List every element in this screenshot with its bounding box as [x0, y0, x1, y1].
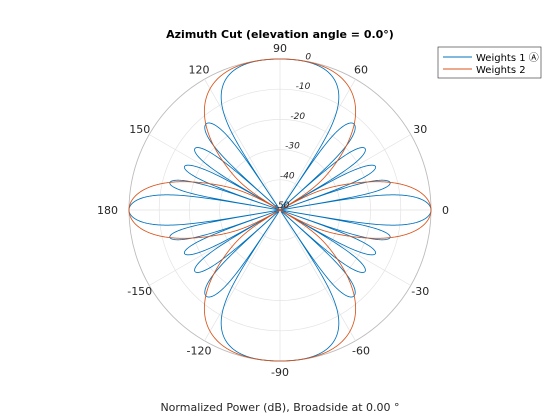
radial-tick-labels: 0 -10 -20 -30 -40 -50: [275, 52, 312, 211]
legend-label-weights-2: Weights 2: [476, 65, 526, 76]
angle-tick-label: -90: [271, 366, 289, 379]
angle-tick-label: 90: [273, 42, 287, 55]
x-axis-label: Normalized Power (dB), Broadside at 0.00…: [160, 401, 399, 414]
chart-title: Azimuth Cut (elevation angle = 0.0°): [166, 28, 394, 41]
radial-tick-label: 0: [305, 52, 311, 62]
angle-tick-label: -150: [127, 285, 152, 298]
angle-tick-label: 0: [442, 204, 449, 217]
radial-tick-label: -10: [296, 82, 311, 92]
angle-tick-label: -60: [352, 344, 370, 357]
angle-tick-label: 120: [189, 64, 210, 77]
legend-label-weights-1: Weights 1 Ⓐ: [476, 52, 539, 64]
angle-tick-label: -120: [187, 344, 212, 357]
angle-tick-label: 30: [413, 123, 427, 136]
angle-tick-label: 180: [97, 204, 118, 217]
radial-tick-label: -20: [290, 112, 305, 122]
angle-tick-labels: 0 30 60 90 120 150 180 -150 -120 -90 -60 -30: [97, 42, 449, 379]
series-line-2: [128, 58, 432, 362]
angle-tick-label: -30: [411, 285, 429, 298]
radial-tick-label: -30: [285, 142, 300, 152]
pattern-curves: [128, 58, 432, 362]
legend-box: [437, 46, 542, 79]
legend: Weights 1 Ⓐ Weights 2: [437, 46, 542, 79]
angle-tick-label: 60: [354, 64, 368, 77]
radial-tick-label: -50: [275, 201, 290, 211]
angle-tick-label: 150: [129, 123, 150, 136]
radial-tick-label: -40: [280, 171, 295, 181]
